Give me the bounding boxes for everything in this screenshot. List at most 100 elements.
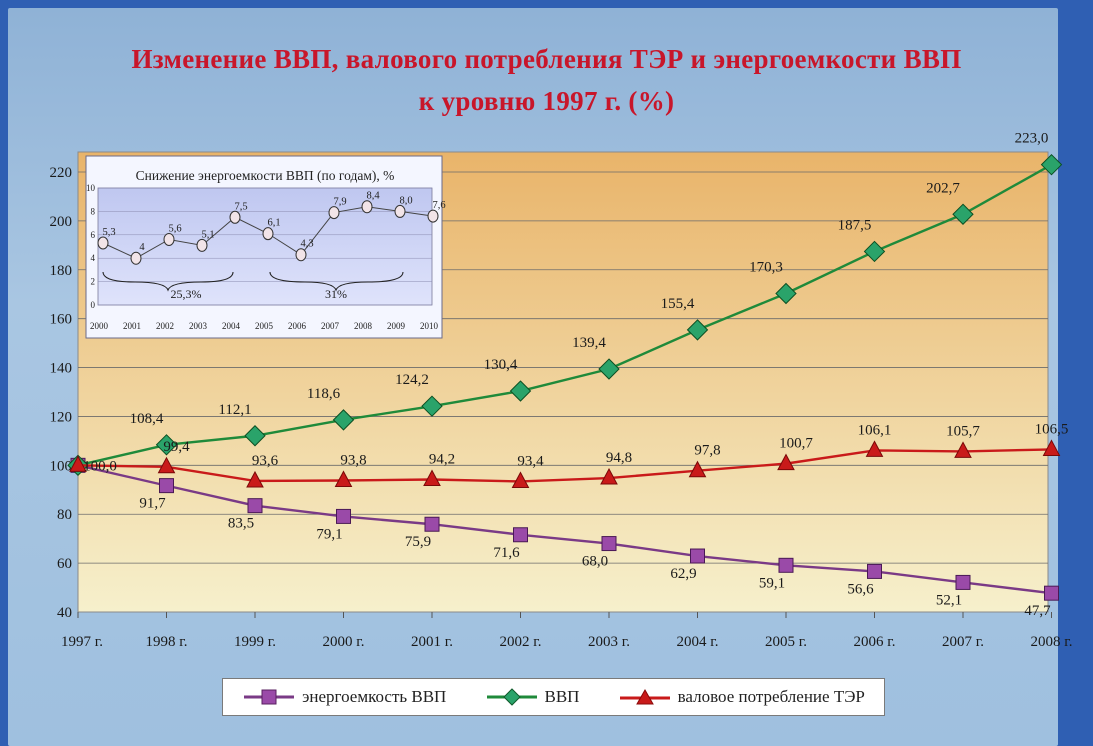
- inset-x-tick-label: 2004: [222, 321, 241, 331]
- data-label-gdp: 139,4: [572, 335, 606, 351]
- x-axis-ticks: 1997 г. 1998 г. 1999 г. 2000 г. 2001 г. 2002 …: [61, 612, 1072, 650]
- inset-chart: Снижение энергоемкости ВВП (по годам), %…: [85, 155, 446, 339]
- point-gdp: [863, 240, 886, 263]
- x-tick-label: 2003 г.: [588, 634, 630, 650]
- point-gdp: [421, 395, 443, 417]
- point-gdp: [775, 282, 797, 305]
- y-tick-label: 80: [57, 507, 72, 523]
- x-tick-label: 2002 г.: [500, 634, 542, 650]
- x-tick-label: 1997 г.: [61, 634, 103, 650]
- x-tick-label: 2008 г.: [1031, 634, 1073, 650]
- inset-series: 5,3 4 5,6 5,1 7,5 6,1 4,3 7,9 8,4 8,0 7,6: [97, 191, 446, 265]
- y-tick-label: 60: [57, 556, 72, 572]
- inset-x-tick-label: 2005: [255, 321, 274, 331]
- point-energy: [157, 456, 176, 474]
- data-label-energy: 94,8: [606, 450, 632, 466]
- inset-point: [229, 210, 241, 224]
- inset-x-tick-label: 2001: [123, 321, 141, 331]
- brace-right: [269, 271, 404, 292]
- inset-point: [427, 209, 439, 223]
- inset-x-tick-label: 2002: [156, 321, 174, 331]
- x-tick-label: 2007 г.: [942, 634, 984, 650]
- data-label-energy: 106,5: [1035, 421, 1069, 437]
- data-label-energy: 93,8: [340, 452, 366, 468]
- inset-x-tick-label: 2006: [288, 321, 307, 331]
- point-gdp: [332, 409, 355, 431]
- inset-x-ticks: 2000 2001 2002 2003 2004 2005 2006 2007 2008 2009…: [90, 321, 439, 331]
- inset-data-label: 7,6: [432, 200, 445, 211]
- point-gdp: [155, 434, 178, 456]
- inset-data-label: 5,6: [168, 223, 181, 234]
- point-intensity: [247, 498, 263, 514]
- inset-data-label: 8,4: [366, 191, 380, 202]
- inset-point: [328, 206, 340, 220]
- inset-point: [97, 236, 109, 250]
- brace-left: [102, 271, 234, 292]
- data-label-energy: 93,4: [517, 453, 544, 469]
- point-gdp: [598, 358, 620, 380]
- point-intensity: [1044, 585, 1059, 601]
- data-label-energy: 105,7: [946, 423, 980, 439]
- data-label-energy: 100,7: [779, 436, 813, 452]
- point-energy: [511, 471, 530, 488]
- y-tick-label: 120: [50, 409, 73, 425]
- inset-data-label: 6,1: [267, 218, 280, 229]
- point-energy: [334, 470, 353, 487]
- point-intensity: [336, 508, 351, 524]
- legend-item-gdp: ВВП: [485, 687, 579, 707]
- y-tick-label: 40: [57, 605, 72, 621]
- inset-data-label: 5,1: [201, 229, 214, 240]
- data-label-intensity: 62,9: [670, 566, 696, 582]
- data-label-gdp: 124,2: [395, 372, 429, 388]
- inset-y-tick-label: 2: [91, 277, 96, 287]
- data-label-gdp: 155,4: [661, 296, 695, 312]
- series-layer: [67, 153, 1063, 601]
- point-intensity: [513, 527, 528, 543]
- legend-label-energy: валовое потребление ТЭР: [677, 687, 865, 706]
- inset-gridlines: [98, 187, 432, 306]
- inset-x-tick-label: 2009: [387, 321, 406, 331]
- point-energy: [600, 467, 618, 485]
- legend: энергоемкость ВВП ВВП валовое потреблени…: [222, 678, 885, 716]
- y-tick-label: 140: [50, 361, 73, 377]
- point-intensity: [778, 557, 794, 573]
- inset-point: [295, 248, 307, 262]
- point-energy: [777, 453, 795, 471]
- data-label-energy: 97,8: [694, 443, 720, 459]
- inset-y-tick-label: 4: [91, 253, 96, 263]
- y-tick-label: 160: [50, 312, 73, 328]
- data-label-intensity: 68,0: [582, 554, 608, 570]
- inset-x-tick-label: 2010: [420, 321, 439, 331]
- data-label-intensity: 52,1: [936, 592, 962, 608]
- data-label-intensity: 59,1: [759, 575, 785, 591]
- inset-data-label: 7,9: [333, 197, 346, 208]
- data-label-gdp: 118,6: [307, 386, 341, 402]
- series-line-gdp: [77, 163, 1053, 467]
- y-axis-ticks: 40 60 80 100 120 140 160 180 200 220: [50, 165, 73, 621]
- point-intensity: [159, 478, 174, 494]
- inset-data-label: 4: [139, 242, 145, 253]
- inset-y-tick-label: 10: [86, 183, 96, 193]
- inset-title: Снижение энергоемкости ВВП (по годам), %: [136, 168, 395, 183]
- point-energy: [423, 469, 441, 487]
- x-tick-label: 2004 г.: [677, 634, 719, 650]
- data-label-intensity: 83,5: [228, 516, 254, 532]
- data-label-intensity: 75,9: [405, 534, 431, 550]
- inset-point: [163, 232, 175, 246]
- brace-right-label: 31%: [325, 287, 347, 301]
- data-label-gdp: 202,7: [926, 180, 960, 196]
- data-label-energy: 93,6: [252, 453, 279, 469]
- x-tick-label: 2001 г.: [411, 634, 453, 650]
- data-label-intensity: 56,6: [847, 581, 874, 597]
- y-tick-label: 220: [50, 165, 73, 181]
- point-energy: [246, 470, 264, 488]
- y-tick-label: 180: [50, 263, 73, 279]
- data-label-energy: 99,4: [163, 439, 190, 455]
- inset-x-tick-label: 2008: [354, 321, 373, 331]
- inset-point: [361, 200, 373, 214]
- inset-point: [130, 251, 142, 265]
- point-gdp: [509, 380, 532, 402]
- data-label-intensity: 47,7: [1024, 603, 1051, 619]
- point-energy: [688, 460, 707, 478]
